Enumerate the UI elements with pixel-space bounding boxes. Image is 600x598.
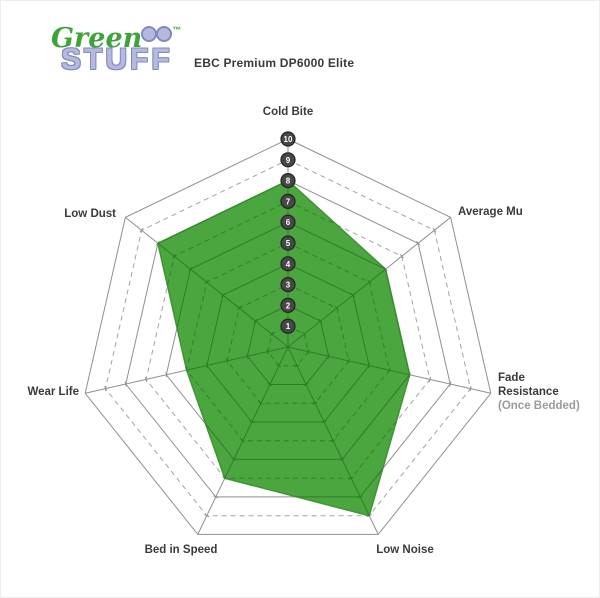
axis-tick: [221, 292, 225, 298]
axis-tick: [348, 476, 354, 480]
axis-tick: [172, 253, 177, 259]
axis-tick: [432, 227, 437, 233]
axis-tick: [204, 514, 210, 518]
scale-badge-2: [280, 297, 296, 313]
axis-label-low-dust: Low Dust: [64, 208, 116, 220]
brand-logo: Green ™ STUFF: [51, 25, 201, 75]
axis-tick: [449, 381, 452, 387]
axis-tick: [258, 401, 264, 405]
axis-tick: [237, 305, 242, 311]
axis-tick: [240, 439, 246, 443]
axis-tick: [312, 401, 318, 405]
scale-badge-6: [280, 214, 296, 230]
axis-tick: [428, 376, 431, 382]
axis-tick: [213, 495, 219, 499]
scale-badge-number: 2: [286, 301, 291, 310]
axis-tick: [367, 279, 372, 285]
scale-badge-number: 9: [286, 156, 291, 165]
axis-tick: [276, 364, 282, 368]
axis-tick: [294, 364, 300, 368]
axis-tick: [269, 331, 274, 337]
axis-tick: [318, 318, 323, 324]
logo-top-line: Green ™: [51, 25, 201, 52]
axis-tick: [321, 420, 327, 424]
scale-badge-number: 7: [286, 197, 291, 206]
axis-tick: [188, 266, 193, 272]
axis-tick: [388, 367, 391, 373]
axis-tick: [204, 279, 209, 285]
axis-tick: [368, 362, 371, 369]
logo-trademark-symbol: ™: [172, 25, 182, 35]
grid-ring-10: [84, 138, 492, 535]
axis-label-wear-life: Wear Life: [27, 386, 79, 398]
axis-tick: [249, 420, 255, 424]
axis-tick: [303, 382, 309, 387]
scale-badge-number: 4: [286, 260, 291, 269]
scale-badge-number: 3: [286, 281, 291, 290]
scale-badge-7: [280, 193, 296, 209]
axis-tick: [104, 386, 107, 392]
axis-tick: [165, 372, 168, 378]
axis-tick: [327, 353, 330, 359]
axis-label-fade-sub: (Once Bedded): [498, 400, 580, 412]
grid-ring-4: [206, 263, 370, 423]
axis-tick: [302, 331, 307, 337]
grid-ring-3: [226, 284, 350, 404]
axis-tick: [205, 362, 208, 369]
axis-tick: [226, 358, 229, 364]
logo-ff-circles-decoration: [141, 26, 173, 51]
scale-badge-1: [280, 318, 296, 334]
grid-ring-8: [125, 180, 451, 498]
axis-tick: [357, 495, 363, 499]
axis-label-fade-main: Fade Resistance: [498, 372, 559, 398]
axis-tick: [307, 349, 310, 355]
axis-label-low-noise: Low Noise: [376, 544, 434, 556]
axis-tick: [145, 376, 148, 382]
scale-badge-number: 8: [286, 177, 291, 186]
axis-tick: [351, 292, 355, 298]
axis-tick: [139, 227, 144, 233]
axis-tick: [334, 305, 339, 311]
logo-stuff-text: STUFF: [61, 43, 173, 76]
scale-badge-3: [280, 277, 296, 293]
scale-badge-4: [280, 256, 296, 272]
axis-label-bed-in-speed: Bed in Speed: [144, 544, 218, 556]
scale-badge-number: 1: [286, 322, 291, 331]
scale-badge-number: 5: [286, 239, 291, 248]
axis-tick: [253, 318, 258, 324]
axis-tick: [399, 253, 404, 259]
scale-badges: 1 2 3 4 5 6 7 8 9 10: [280, 131, 296, 334]
axis-tick: [330, 439, 336, 443]
axis-tick: [469, 386, 472, 392]
page-title: EBC Premium DP6000 Elite: [194, 56, 355, 70]
scale-badge-8: [280, 173, 296, 189]
axis-tick: [267, 382, 273, 387]
axis-label-average-mu: Average Mu: [458, 206, 523, 218]
logo-green-text: Green: [51, 23, 143, 54]
axis-tick: [246, 353, 249, 359]
grid-ring-5: [186, 242, 390, 442]
axis-tick: [416, 240, 421, 246]
scale-badge-5: [280, 235, 296, 251]
axis-label-cold-bite: Cold Bite: [262, 106, 314, 118]
scale-badge-number: 6: [286, 218, 291, 227]
axis-tick: [266, 349, 269, 355]
axis-tick: [124, 381, 127, 387]
axis-tick: [339, 457, 345, 461]
grid-ring-6: [165, 221, 410, 460]
axis-tick: [231, 457, 237, 461]
axis-label-fade-resistance: Fade Resistance (Once Bedded): [498, 371, 584, 413]
axis-tick: [347, 358, 350, 364]
grid-ring-2: [246, 304, 330, 385]
scale-badge-number: 10: [284, 135, 293, 144]
grid-ring-1: [267, 325, 309, 367]
scale-badge-10: [280, 131, 296, 147]
scale-badge-9: [280, 152, 296, 168]
grid-ring-9: [104, 159, 472, 517]
